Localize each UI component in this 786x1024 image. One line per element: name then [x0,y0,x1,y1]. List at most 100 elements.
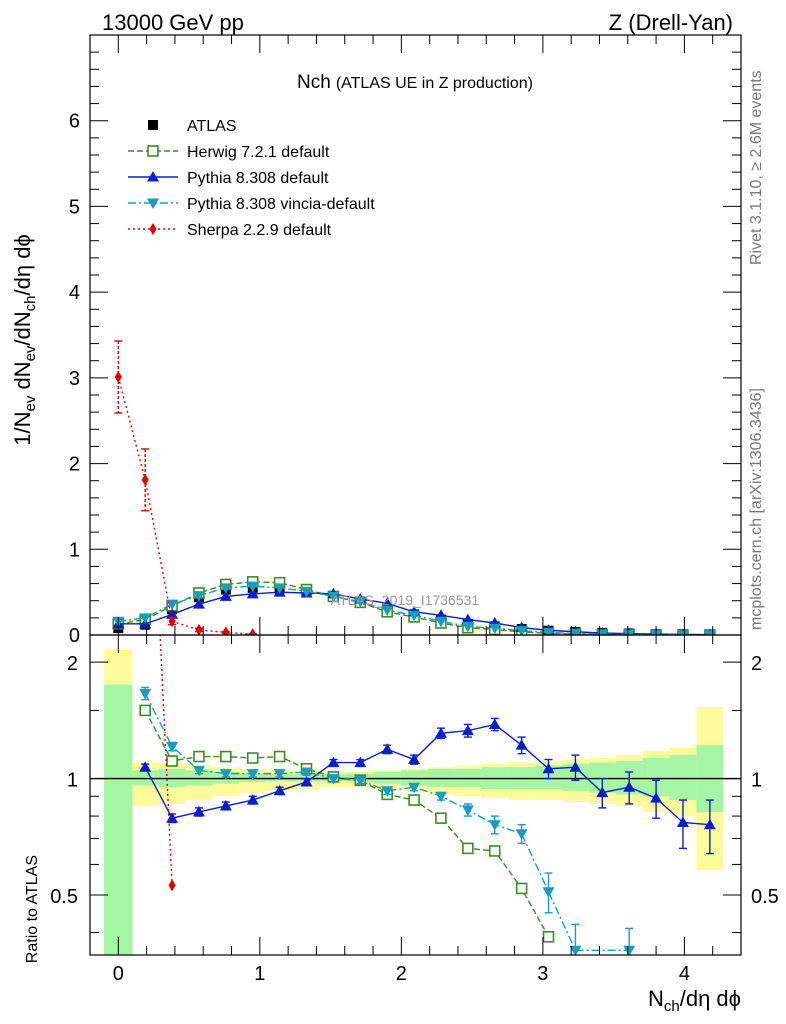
herwig-ratio-point [408,794,420,806]
herwig-ratio-point [220,750,232,763]
band-inner [669,755,697,801]
pythia-ratio-point [408,753,421,765]
pythia-ratio-point [569,761,582,772]
pythia-point [381,597,394,608]
ratio-y-tick-label-right: 1 [751,770,762,792]
herwig-ratio-point [462,842,474,855]
vincia-ratio-line [144,693,630,951]
sherpa-point [168,615,176,628]
main-y-tick-label: 4 [69,282,80,304]
pythia-ratio-point [488,718,501,729]
legend-item-herwig: Herwig 7.2.1 default [128,144,330,161]
vincia-ratio-point [166,742,179,753]
x-axis-label: Nch/dη dϕ [648,986,741,1015]
sherpa-point [222,626,230,635]
ratio-panel: 0.5 0.5 1 1 2 2 0 1 2 3 4 Ratio to ATLAS Nch/dη dϕ [24,166,779,1015]
herwig-ratio-point [542,931,555,943]
ratio-y-tick-label-right: 2 [751,653,762,675]
header-process-label: Z (Drell-Yan) [609,10,733,35]
mcplots-label: mcplots.cern.ch [arXiv:1306.3436] [748,388,765,630]
ratio-frame [89,634,742,956]
pythia-ratio-point [703,818,716,830]
vincia-ratio-point [381,786,394,797]
vincia-ratio-point [488,820,501,831]
vincia-point [139,613,152,624]
legend: ATLAS Herwig 7.2.1 default Pythia 8.308 de… [128,118,375,239]
herwig-ratio-point [166,755,178,767]
pythia-ratio-point [192,805,205,817]
vincia-point [246,581,259,593]
vincia-point [273,583,286,594]
vincia-ratio-point [327,774,340,785]
herwig-ratio-point [246,752,259,764]
main-y-tick-label: 6 [69,111,80,133]
vincia-point [623,629,636,635]
legend-marker [147,145,159,157]
ratio-y-axis-label: Ratio to ATLAS [24,855,41,963]
vincia-ratio-point [434,791,447,803]
legend-marker [147,171,159,182]
vincia-point [434,616,447,628]
sherpa-point [141,473,149,486]
main-y-tick-label: 1 [69,539,80,561]
vincia-point [676,630,689,635]
vincia-point [569,629,582,635]
pythia-ratio-point [381,743,394,754]
legend-marker [148,120,158,130]
rivet-version-label: Rivet 3.1.10, ≥ 2.6M events [748,70,765,265]
header-energy-label: 13000 GeV pp [102,10,244,35]
x-tick-label: 0 [113,963,124,985]
main-y-tick-label: 3 [69,368,80,390]
legend-item-pythia: Pythia 8.308 default [128,170,329,187]
vincia-ratio-point [515,829,528,840]
pythia-ratio-point [515,739,528,750]
x-tick-label: 3 [537,963,548,985]
pythia-ratio-point [650,792,663,803]
vincia-ratio-point [354,775,367,787]
pythia-ratio-point [246,794,259,805]
watermark: ATLAS_2019_I1736531 [331,592,480,608]
pythia-ratio-point [676,816,689,828]
pythia-ratio-point [461,724,474,736]
vincia-point [488,623,501,635]
legend-marker [147,198,159,209]
pythia-point [246,587,259,599]
sherpa-ratio-point [168,879,176,892]
vincia-ratio-point [542,887,555,898]
pythia-ratio-point [139,761,152,772]
vincia-ratio-point [139,688,152,700]
band-inner [104,684,133,955]
sherpa-ratio-point [115,166,122,178]
sherpa-ratio-point [142,318,149,330]
x-tick-label: 1 [254,963,265,985]
vincia-ratio-point [461,805,474,816]
main-y-tick-label: 0 [69,625,80,647]
pythia-ratio-point [623,781,636,792]
vincia-point [703,630,716,635]
vincia-ratio-point [300,767,313,778]
herwig-ratio-point [273,750,286,763]
vincia-point [515,626,528,635]
pythia-point [166,608,179,619]
sherpa-point [249,628,257,635]
legend-label: Herwig 7.2.1 default [187,144,330,161]
legend-item-sherpa: Sherpa 2.2.9 default [128,222,332,239]
herwig-ratio-point [193,750,205,763]
ratio-y-tick-label: 2 [67,653,78,675]
legend-item-vincia: Pythia 8.308 vincia-default [128,196,375,213]
pythia-ratio-point [354,756,367,768]
pythia-ratio-line [144,723,710,826]
pythia-ratio-point [542,762,555,774]
pythia-ratio-point [596,786,609,798]
legend-item-atlas: ATLAS [148,118,237,135]
herwig-ratio-point [435,812,447,824]
vincia-point [327,591,340,603]
herwig-ratio-point [515,882,528,895]
vincia-point [461,621,474,633]
main-y-tick-label: 5 [69,196,80,218]
herwig-ratio-line [144,710,550,938]
pythia-point [192,598,205,609]
legend-label: Pythia 8.308 vincia-default [187,196,375,213]
pythia-point [219,590,232,601]
